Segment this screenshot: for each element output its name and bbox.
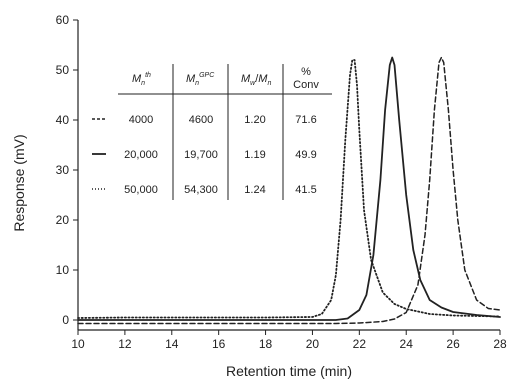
y-tick-label: 50 [56,63,70,77]
y-tick-label: 60 [56,13,70,27]
row-3-mn-th: 50,000 [124,184,158,196]
row-1-mn-th: 4000 [129,114,153,126]
x-tick-label: 18 [259,337,273,351]
row-2-pdi: 1.19 [244,149,265,161]
axes [77,20,500,331]
x-tick-label: 14 [165,337,179,351]
series-line-dotted [77,59,501,319]
series-line-solid [77,56,501,321]
x-tick-label: 16 [212,337,226,351]
y-tick-label: 40 [56,113,70,127]
x-tick-label: 20 [306,337,320,351]
row-3-conv: 41.5 [295,184,316,196]
row-1-pdi: 1.20 [244,114,265,126]
x-tick-label: 28 [493,337,507,351]
y-axis-title: Response (mV) [11,134,27,231]
x-tick-label: 12 [118,337,132,351]
row-2-conv: 49.9 [295,149,316,161]
x-tick-label: 24 [400,337,414,351]
series-layer [77,56,501,325]
x-tick-label: 26 [446,337,460,351]
y-tick-label: 0 [62,313,69,327]
x-tick-label: 10 [71,337,85,351]
header-mn-gpc: MnGPC [186,72,215,87]
x-tick-label: 22 [353,337,367,351]
legend-table: Mnth MnGPC Mw/Mn % Conv 4000 4600 1.20 7… [92,64,332,200]
y-tick-label: 30 [56,163,70,177]
header-conv-label: Conv [293,79,319,91]
series-line-dashed [77,56,501,325]
header-mn-th: Mnth [132,72,151,87]
row-3-mn-gpc: 54,300 [184,184,218,196]
row-3-pdi: 1.24 [244,184,265,196]
header-conv-pct: % [301,66,311,78]
x-axis-title: Retention time (min) [226,363,352,379]
row-2-mn-gpc: 19,700 [184,149,218,161]
y-tick-label: 20 [56,213,70,227]
row-1-conv: 71.6 [295,114,316,126]
row-1-mn-gpc: 4600 [189,114,213,126]
y-tick-label: 10 [56,263,70,277]
header-pdi: Mw/Mn [241,73,271,87]
row-2-mn-th: 20,000 [124,149,158,161]
